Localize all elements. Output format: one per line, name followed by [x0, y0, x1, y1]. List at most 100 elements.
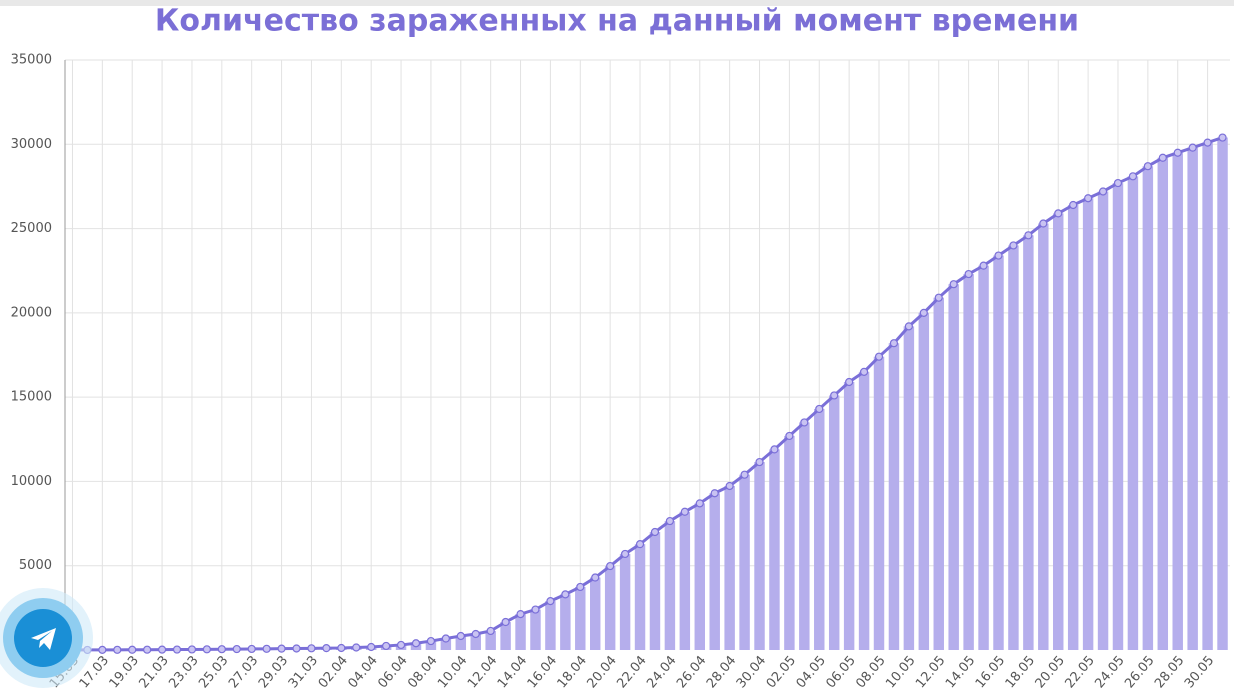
- point: [1143, 162, 1152, 171]
- bar: [769, 449, 780, 650]
- bar: [843, 381, 855, 650]
- x-tick-label: 14.05: [943, 653, 978, 691]
- point: [964, 269, 973, 279]
- bar: [1187, 147, 1198, 650]
- point: [830, 391, 839, 400]
- point: [1009, 241, 1018, 250]
- point: [1188, 143, 1197, 152]
- bar: [649, 532, 661, 650]
- y-tick-label: 25000: [11, 221, 52, 236]
- button-core: [14, 609, 72, 667]
- bar: [1008, 245, 1019, 650]
- bar: [455, 636, 467, 650]
- x-tick-label: 12.04: [465, 653, 500, 691]
- x-tick-label: 26.05: [1122, 653, 1157, 691]
- bar: [560, 594, 571, 650]
- x-tick-label: 12.05: [913, 653, 948, 691]
- x-tick-label: 22.05: [1062, 653, 1097, 691]
- point: [128, 645, 137, 654]
- point: [1203, 138, 1212, 147]
- bar: [515, 614, 526, 650]
- point: [172, 645, 182, 654]
- y-tick-label: 10000: [11, 474, 52, 489]
- telegram-icon: [31, 628, 56, 650]
- bar: [918, 312, 930, 650]
- x-tick-label: 24.05: [1092, 653, 1127, 691]
- point: [1113, 178, 1123, 188]
- point: [845, 377, 854, 387]
- x-tick-label: 18.05: [1003, 653, 1038, 691]
- point: [98, 645, 107, 654]
- x-tick-label: 04.05: [794, 653, 829, 691]
- point: [1039, 219, 1048, 228]
- x-tick-label: 21.03: [136, 653, 171, 691]
- bar: [545, 601, 556, 650]
- x-tick-label: 30.04: [734, 653, 769, 691]
- bar: [589, 577, 601, 650]
- bar: [1023, 235, 1034, 651]
- chart-title: Количество зараженных на данный момент в…: [155, 4, 1079, 39]
- point: [680, 507, 689, 516]
- bar: [948, 284, 959, 650]
- bar: [814, 408, 825, 650]
- x-tick-label: 18.04: [555, 653, 590, 691]
- point: [665, 516, 675, 526]
- point: [307, 644, 316, 653]
- point: [217, 645, 226, 654]
- telegram-button[interactable]: [0, 588, 93, 688]
- bar: [1112, 183, 1124, 651]
- x-tick-label: 16.05: [973, 653, 1008, 691]
- bar: [993, 255, 1004, 651]
- x-tick-label: 06.04: [375, 653, 410, 691]
- bar: [1097, 191, 1109, 650]
- x-tick-label: 14.04: [495, 653, 530, 691]
- x-tick-label: 10.04: [435, 653, 470, 691]
- bar: [799, 422, 810, 650]
- bar: [978, 265, 989, 650]
- point: [352, 643, 361, 652]
- point: [247, 644, 256, 654]
- y-tick-label: 5000: [19, 558, 52, 573]
- x-tick-label: 20.04: [584, 653, 619, 691]
- point: [382, 641, 391, 651]
- x-tick-label: 19.03: [107, 653, 142, 691]
- x-tick-label: 06.05: [823, 653, 858, 691]
- point: [1158, 153, 1167, 162]
- x-tick-label: 26.04: [674, 653, 709, 691]
- point: [516, 609, 525, 619]
- x-tick-label: 28.05: [1152, 653, 1187, 691]
- x-tick-label: 08.04: [405, 653, 440, 691]
- bar: [575, 586, 586, 650]
- point: [411, 639, 421, 648]
- x-tick-label: 10.05: [883, 653, 918, 691]
- point: [202, 645, 211, 654]
- bar: [1217, 137, 1228, 651]
- point: [859, 367, 869, 376]
- bar: [1142, 166, 1154, 650]
- bar: [1038, 223, 1049, 650]
- bar: [485, 630, 496, 650]
- plot: 500010000150002000025000300003500015.031…: [11, 53, 1230, 691]
- bar: [604, 566, 616, 650]
- point: [337, 643, 346, 653]
- bar: [784, 435, 795, 650]
- bar: [1157, 157, 1169, 650]
- point: [232, 644, 241, 654]
- point: [456, 631, 465, 641]
- x-tick-label: 29.03: [256, 653, 291, 691]
- x-tick-label: 27.03: [226, 653, 261, 691]
- x-tick-label: 30.05: [1182, 653, 1217, 691]
- point: [396, 640, 406, 650]
- x-tick-label: 25.03: [196, 653, 231, 691]
- point: [815, 404, 824, 414]
- y-tick-label: 30000: [11, 137, 52, 152]
- point: [770, 445, 779, 454]
- bar: [694, 503, 706, 650]
- bar: [470, 633, 481, 650]
- x-tick-label: 02.04: [316, 653, 351, 691]
- x-tick-label: 23.03: [166, 653, 201, 691]
- bar: [1082, 198, 1094, 650]
- point: [994, 251, 1003, 260]
- point: [1218, 133, 1227, 142]
- x-tick-label: 31.03: [286, 653, 321, 691]
